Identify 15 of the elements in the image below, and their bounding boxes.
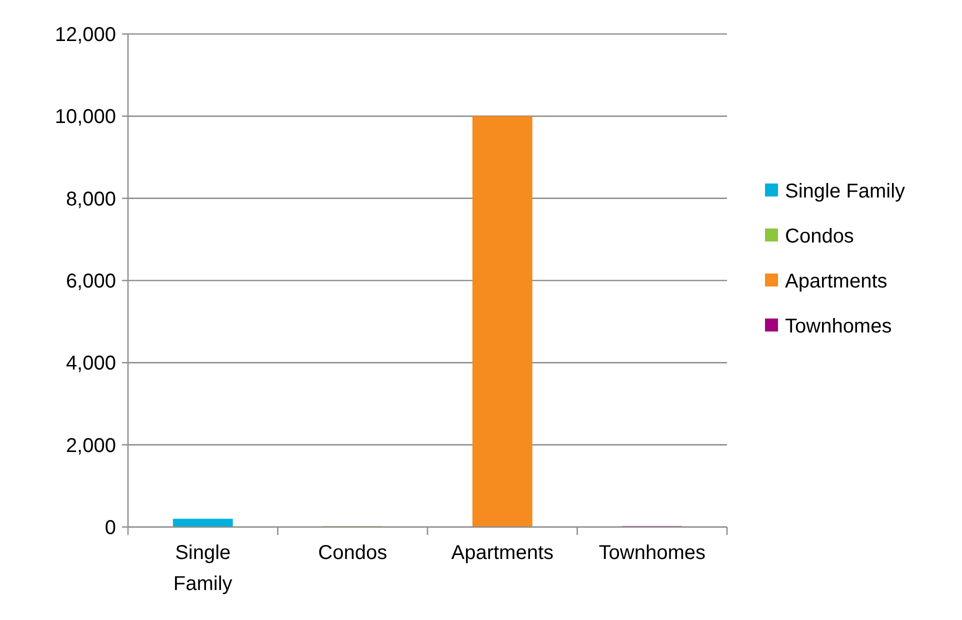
x-tick-label: Townhomes <box>598 542 706 564</box>
y-tick-label: 6,000 <box>66 270 116 292</box>
x-tick-label: Single Family <box>173 542 232 595</box>
y-tick-label: 0 <box>104 517 116 539</box>
y-tick-label: 8,000 <box>66 188 116 210</box>
legend-label: Single Family <box>785 180 906 202</box>
x-tick-label: Apartments <box>451 542 554 564</box>
y-tick-label: 12,000 <box>54 24 116 46</box>
y-tick-label: 4,000 <box>66 352 116 375</box>
x-tick-label: Condos <box>318 542 388 564</box>
legend-label: Townhomes <box>785 316 892 338</box>
legend-label: Condos <box>785 226 854 248</box>
legend-label: Apartments <box>785 270 888 292</box>
y-tick-label: 2,000 <box>66 434 116 457</box>
y-tick-label: 10,000 <box>54 106 116 128</box>
